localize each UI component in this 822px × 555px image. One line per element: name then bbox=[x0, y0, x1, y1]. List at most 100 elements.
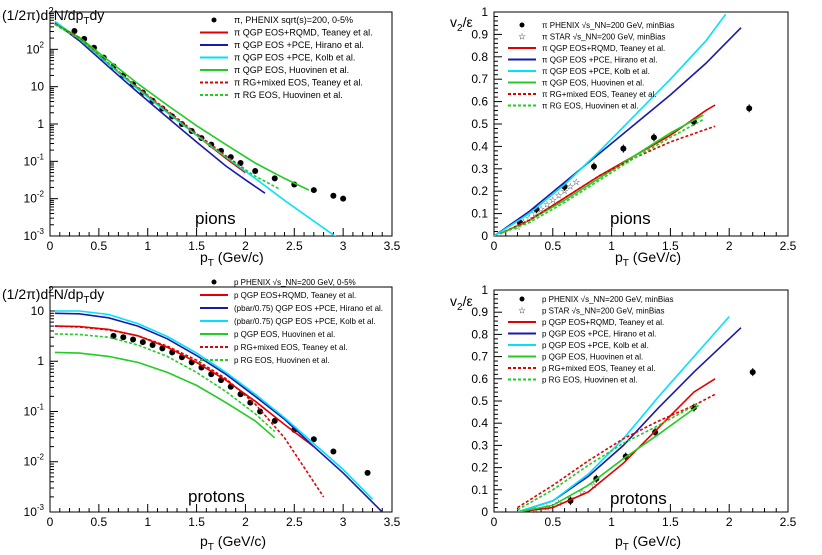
legend-label: π QGP EOS, Huovinen et al. bbox=[542, 79, 644, 88]
y-tick-exponent: -1 bbox=[37, 152, 45, 161]
star-point: ☆ bbox=[549, 195, 557, 205]
legend-marker bbox=[519, 22, 525, 28]
x-tick-label: 0.5 bbox=[544, 239, 561, 253]
legend-label: π RG EOS, Huovinen et al. bbox=[234, 90, 343, 100]
y-axis-label: v2/ε bbox=[450, 293, 473, 313]
y-tick-label: 0.6 bbox=[471, 95, 488, 109]
data-point bbox=[364, 469, 371, 476]
series-line bbox=[54, 21, 266, 194]
data-point bbox=[237, 391, 244, 398]
legend: p PHENIX √s_NN=200 GeV, minBias ☆ p STAR √… bbox=[508, 295, 674, 385]
star-point: ☆ bbox=[513, 222, 521, 232]
series-line bbox=[54, 325, 325, 498]
y-tick-label: 0.8 bbox=[471, 327, 488, 341]
series-line bbox=[499, 118, 704, 235]
series-line bbox=[54, 312, 383, 512]
y-tick-label: 0.3 bbox=[471, 162, 488, 176]
y-axis-label: (1/2π)d2N/dpTdy bbox=[2, 285, 104, 306]
y-label-sub: 2 bbox=[457, 302, 463, 313]
series-line bbox=[54, 23, 246, 171]
y-tick-label: 1 bbox=[37, 117, 44, 131]
x-tick-label: 0 bbox=[47, 239, 54, 253]
star-point: ☆ bbox=[566, 494, 574, 504]
star-point: ☆ bbox=[566, 182, 574, 192]
y-tick-base: 10 bbox=[24, 192, 38, 206]
data-point bbox=[271, 417, 278, 424]
y-tick-base: 10 bbox=[24, 505, 38, 519]
y-label-sub: T bbox=[83, 16, 89, 27]
legend-label: p QGP EOS+RQMD, Teaney et al. bbox=[234, 291, 356, 300]
x-label-sub: T bbox=[208, 258, 214, 269]
y-tick-label: 10-1 bbox=[24, 402, 45, 418]
y-label-b: N/dp bbox=[54, 286, 84, 302]
y-label-b: /ε bbox=[463, 293, 473, 309]
y-label-c: dy bbox=[89, 286, 104, 302]
series-line bbox=[54, 310, 374, 500]
legend-label: π RG EOS, Huovinen et al. bbox=[542, 102, 639, 111]
series-line bbox=[517, 393, 716, 509]
series-line bbox=[494, 13, 727, 236]
y-label-c: dy bbox=[89, 7, 104, 23]
data-point bbox=[71, 27, 78, 34]
legend-label: π QGP EOS+RQMD, Teaney et al. bbox=[542, 44, 665, 53]
x-tick-label: 2 bbox=[242, 239, 249, 253]
y-tick-label: 0.7 bbox=[471, 350, 488, 364]
x-label-b: (GeV/c) bbox=[629, 533, 681, 549]
y-tick-label: 0.5 bbox=[471, 117, 488, 131]
series-line bbox=[517, 378, 716, 512]
y-tick-base: 10 bbox=[31, 304, 45, 318]
x-tick-label: 1.5 bbox=[662, 515, 679, 529]
data-point bbox=[330, 448, 337, 455]
y-tick-label: 10 bbox=[31, 304, 45, 318]
y-tick-label: 0.1 bbox=[471, 207, 488, 221]
x-tick-label: 0 bbox=[491, 515, 498, 529]
series-line bbox=[54, 333, 276, 433]
data-point bbox=[330, 192, 337, 199]
y-tick-label: 1 bbox=[37, 354, 44, 368]
y-axis-label: v2/ε bbox=[450, 14, 473, 34]
data-point bbox=[340, 195, 347, 202]
y-label-a: v bbox=[450, 14, 457, 30]
x-tick-label: 2.5 bbox=[780, 239, 797, 253]
y-axis-label: (1/2π)d2N/dpTdy bbox=[2, 6, 104, 27]
x-label-b: (GeV/c) bbox=[214, 533, 266, 549]
x-tick-label: 3.5 bbox=[384, 239, 401, 253]
x-label-a: p bbox=[200, 533, 208, 549]
series-line bbox=[54, 23, 310, 191]
y-tick-label: 10-3 bbox=[24, 227, 45, 243]
y-tick-base: 10 bbox=[31, 80, 45, 94]
y-tick-label: 0.5 bbox=[471, 394, 488, 408]
x-tick-label: 3 bbox=[340, 239, 347, 253]
y-tick-label: 0.1 bbox=[471, 483, 488, 497]
y-tick-label: 0 bbox=[481, 229, 488, 243]
x-axis-label: pT (GeV/c) bbox=[200, 533, 266, 553]
panel-annotation: protons bbox=[610, 489, 667, 508]
y-tick-base: 10 bbox=[26, 42, 40, 56]
y-tick-base: 10 bbox=[24, 404, 38, 418]
x-label-sub: T bbox=[208, 542, 214, 553]
y-tick-label: 0.2 bbox=[471, 461, 488, 475]
x-tick-label: 3.5 bbox=[384, 515, 401, 529]
x-tick-label: 3 bbox=[340, 515, 347, 529]
y-tick-label: 0.9 bbox=[471, 305, 488, 319]
star-point: ☆ bbox=[543, 200, 551, 210]
data-point bbox=[159, 345, 166, 352]
y-tick-label: 102 bbox=[26, 40, 44, 56]
x-label-a: p bbox=[615, 249, 623, 265]
panel-annotation: pions bbox=[610, 209, 651, 228]
chart-br: 0 0.5 1 1.5 2 2.5 0 0.1 0.2 0.3 0.4 0.5 0.6 0.7 0.8 0.9… bbox=[450, 283, 797, 553]
y-tick-label: 0.2 bbox=[471, 184, 488, 198]
legend-label: p PHENIX √s_NN=200 GeV, minBias bbox=[542, 295, 674, 304]
legend-label: p RG EOS, Huovinen et al. bbox=[542, 376, 638, 385]
x-tick-label: 2 bbox=[726, 239, 733, 253]
legend-label: p PHENIX √s_NN=200 GeV, 0-5% bbox=[234, 278, 356, 287]
y-tick-base: 1 bbox=[37, 354, 44, 368]
x-label-a: p bbox=[200, 249, 208, 265]
x-tick-label: 0.5 bbox=[544, 515, 561, 529]
series-line bbox=[54, 351, 276, 439]
y-tick-exponent: -3 bbox=[37, 503, 45, 512]
data-point bbox=[271, 175, 278, 182]
x-tick-label: 0.5 bbox=[91, 515, 108, 529]
